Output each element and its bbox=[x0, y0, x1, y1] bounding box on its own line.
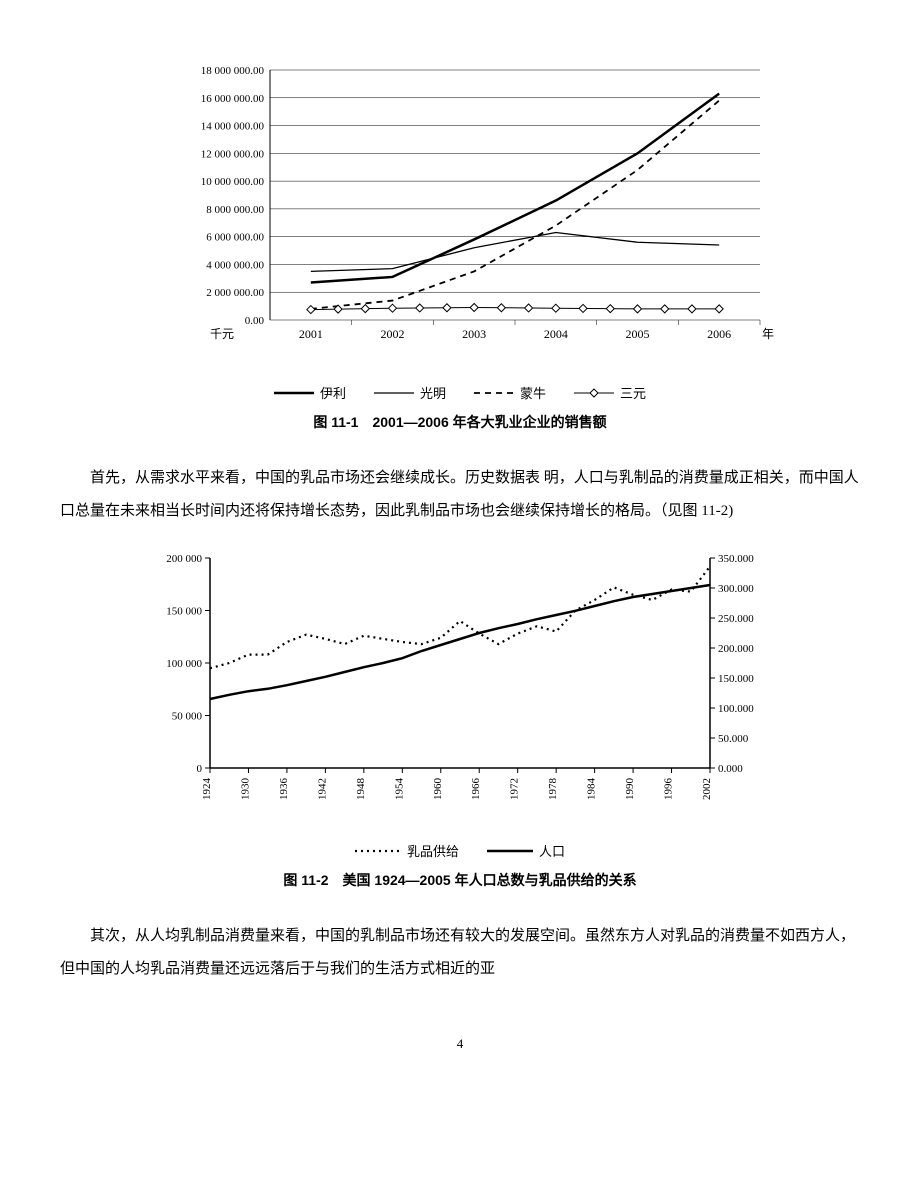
paragraph-2: 其次，从人均乳制品消费量来看，中国的乳制品市场还有较大的发展空间。虽然东方人对乳… bbox=[60, 920, 860, 986]
svg-text:0.000: 0.000 bbox=[718, 763, 743, 775]
page-number: 4 bbox=[60, 1036, 860, 1052]
svg-text:2001: 2001 bbox=[299, 327, 323, 341]
svg-text:1978: 1978 bbox=[547, 778, 559, 801]
svg-text:1990: 1990 bbox=[624, 778, 636, 801]
legend-item: 乳品供给 bbox=[355, 841, 459, 860]
svg-text:1984: 1984 bbox=[586, 778, 598, 801]
svg-text:0: 0 bbox=[197, 763, 203, 775]
svg-text:2005: 2005 bbox=[626, 327, 650, 341]
svg-text:200 000: 200 000 bbox=[166, 553, 202, 565]
svg-text:6 000 000.00: 6 000 000.00 bbox=[206, 232, 264, 244]
svg-text:10 000 000.00: 10 000 000.00 bbox=[201, 176, 265, 188]
chart-2-legend: 乳品供给 人口 bbox=[140, 841, 780, 860]
svg-text:2002: 2002 bbox=[701, 778, 713, 800]
svg-text:18 000 000.00: 18 000 000.00 bbox=[201, 65, 265, 77]
svg-text:2004: 2004 bbox=[544, 327, 568, 341]
svg-text:4 000 000.00: 4 000 000.00 bbox=[206, 259, 264, 271]
chart-2: 0 50 000 100 000 150 000 200 000 0.000 50.000 1… bbox=[140, 548, 780, 890]
chart-2-svg: 0 50 000 100 000 150 000 200 000 0.000 50.000 1… bbox=[140, 548, 780, 828]
svg-text:2003: 2003 bbox=[462, 327, 486, 341]
svg-text:200.000: 200.000 bbox=[718, 643, 754, 655]
legend-item: 蒙牛 bbox=[474, 383, 546, 402]
legend-item: 人口 bbox=[487, 841, 565, 860]
svg-text:50 000: 50 000 bbox=[172, 711, 203, 723]
chart-2-caption: 图 11-2 美国 1924—2005 年人口总数与乳品供给的关系 bbox=[140, 870, 780, 890]
svg-text:16 000 000.00: 16 000 000.00 bbox=[201, 93, 265, 105]
svg-text:100.000: 100.000 bbox=[718, 703, 754, 715]
svg-text:年: 年 bbox=[762, 327, 774, 341]
svg-text:1936: 1936 bbox=[278, 778, 290, 801]
svg-text:300.000: 300.000 bbox=[718, 583, 754, 595]
chart-1-svg: 0.00 2 000 000.00 4 000 000.00 6 000 000.00… bbox=[140, 60, 780, 370]
svg-text:2002: 2002 bbox=[381, 327, 405, 341]
svg-text:1954: 1954 bbox=[393, 778, 405, 801]
svg-text:8 000 000.00: 8 000 000.00 bbox=[206, 204, 264, 216]
legend-item: 伊利 bbox=[274, 383, 346, 402]
legend-item: 光明 bbox=[374, 383, 446, 402]
svg-text:1966: 1966 bbox=[470, 778, 482, 801]
legend-item: 三元 bbox=[574, 383, 646, 402]
svg-text:100 000: 100 000 bbox=[166, 658, 202, 670]
svg-text:千元: 千元 bbox=[210, 327, 234, 341]
chart-1-caption: 图 11-1 2001—2006 年各大乳业企业的销售额 bbox=[140, 412, 780, 432]
svg-text:50.000: 50.000 bbox=[718, 733, 749, 745]
svg-text:2 000 000.00: 2 000 000.00 bbox=[206, 287, 264, 299]
paragraph-1: 首先，从需求水平来看，中国的乳品市场还会继续成长。历史数据表 明，人口与乳制品的… bbox=[60, 462, 860, 528]
svg-text:1948: 1948 bbox=[355, 778, 367, 801]
svg-text:12 000 000.00: 12 000 000.00 bbox=[201, 148, 265, 160]
chart-1-legend: 伊利 光明 蒙牛 三元 bbox=[140, 383, 780, 402]
svg-text:1942: 1942 bbox=[316, 778, 328, 800]
svg-text:1996: 1996 bbox=[663, 778, 675, 801]
svg-text:150 000: 150 000 bbox=[166, 606, 202, 618]
svg-text:350.000: 350.000 bbox=[718, 553, 754, 565]
svg-text:1972: 1972 bbox=[509, 778, 521, 800]
svg-text:150.000: 150.000 bbox=[718, 673, 754, 685]
svg-text:2006: 2006 bbox=[707, 327, 731, 341]
svg-text:1960: 1960 bbox=[432, 778, 444, 801]
svg-text:1930: 1930 bbox=[239, 778, 251, 801]
chart-1: 0.00 2 000 000.00 4 000 000.00 6 000 000.00… bbox=[140, 60, 780, 432]
svg-text:0.00: 0.00 bbox=[245, 315, 265, 327]
svg-text:1924: 1924 bbox=[201, 778, 213, 801]
svg-text:250.000: 250.000 bbox=[718, 613, 754, 625]
svg-text:14 000 000.00: 14 000 000.00 bbox=[201, 121, 265, 133]
